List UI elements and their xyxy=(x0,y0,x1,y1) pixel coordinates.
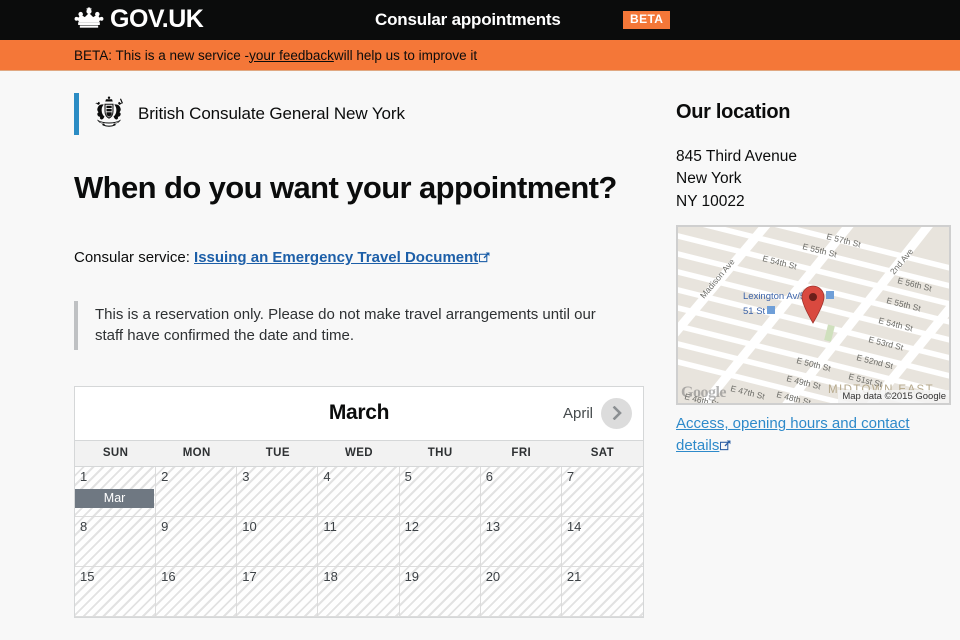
calendar-day-number: 4 xyxy=(323,468,331,484)
external-link-icon xyxy=(479,250,490,267)
svg-text:Lexington Av/5: Lexington Av/5 xyxy=(743,291,805,302)
crown-icon xyxy=(74,7,104,34)
address-line-1: 845 Third Avenue xyxy=(676,148,797,165)
calendar-day-cell[interactable]: 1 Mar xyxy=(75,466,157,517)
calendar-day-number: 21 xyxy=(566,568,582,584)
address-line-3: NY 10022 xyxy=(676,192,745,210)
calendar-day-number: 10 xyxy=(242,518,257,534)
calendar-next-month-label: April xyxy=(562,404,593,422)
calendar-day-cell[interactable]: 13 xyxy=(480,516,562,567)
calendar-day-cell[interactable]: 14 xyxy=(561,516,643,567)
calendar-day-number: 20 xyxy=(485,568,501,584)
consular-service-label: Consular service: xyxy=(74,249,195,267)
calendar-day-number: 15 xyxy=(80,568,95,584)
calendar-day-name: SUN xyxy=(102,446,129,459)
calendar-current-month: March xyxy=(328,401,390,425)
calendar-month-badge: Mar xyxy=(75,488,155,509)
chevron-right-icon xyxy=(601,397,632,429)
calendar-day-cell[interactable]: 5 xyxy=(399,466,481,517)
calendar-grid: 1 Mar 2 3 4 5 6 7 8 9 10 11 12 13 14 15 xyxy=(75,466,643,617)
calendar-day-name: WED xyxy=(344,446,373,459)
calendar-day-number: 3 xyxy=(242,468,250,484)
calendar-day-cell[interactable]: 10 xyxy=(237,516,319,567)
sidebar: Our location 845 Third Avenue New York N… xyxy=(664,71,954,618)
calendar-day-number: 5 xyxy=(404,468,412,484)
phase-banner-prefix: BETA: This is a new service - xyxy=(74,47,250,63)
calendar-day-number: 1 xyxy=(80,468,88,484)
page-title: When do you want your appointment? xyxy=(74,170,617,205)
organisation-banner: British Consulate General New York xyxy=(74,93,664,135)
beta-badge: BETA xyxy=(623,10,671,30)
consular-service-link-text: Issuing an Emergency Travel Document xyxy=(194,249,479,267)
calendar-day-cell[interactable]: 3 xyxy=(237,466,319,517)
phase-banner: BETA: This is a new service - your feedb… xyxy=(0,40,960,71)
calendar-day-cell[interactable]: 16 xyxy=(156,566,238,617)
calendar-day-name: MON xyxy=(182,446,211,459)
calendar-day-cell[interactable]: 18 xyxy=(318,566,400,617)
calendar-day-cell[interactable]: 20 xyxy=(480,566,562,617)
calendar-day-number: 12 xyxy=(404,518,420,534)
main-column: British Consulate General New York When … xyxy=(74,71,664,618)
content-columns: British Consulate General New York When … xyxy=(74,71,960,618)
govuk-logo-text: GOV.UK xyxy=(110,5,204,33)
calendar-day-number: 2 xyxy=(161,468,169,484)
calendar-day-cell[interactable]: 2 xyxy=(156,466,238,517)
calendar-day-cell[interactable]: 4 xyxy=(318,466,400,517)
calendar-day-names: SUN MON TUE WED THU FRI SAT xyxy=(75,440,643,467)
calendar-day-cell[interactable]: 7 xyxy=(561,466,643,517)
global-header: GOV.UK Consular appointments BETA xyxy=(0,0,960,40)
svg-text:51 St: 51 St xyxy=(743,306,766,317)
google-watermark: Google xyxy=(681,384,727,402)
service-name: Consular appointments xyxy=(375,10,561,29)
calendar-day-number: 7 xyxy=(566,468,575,484)
calendar-day-cell[interactable]: 21 xyxy=(561,566,643,617)
calendar-day-cell[interactable]: 12 xyxy=(399,516,481,567)
calendar-day-name: SAT xyxy=(590,446,615,459)
calendar-day-number: 6 xyxy=(485,468,493,484)
appointment-calendar: March April SUN MON TUE WED xyxy=(74,385,644,618)
page-body: British Consulate General New York When … xyxy=(0,71,960,618)
calendar-day-number: 14 xyxy=(566,518,582,534)
address-block: 845 Third Avenue New York NY 10022 xyxy=(676,146,954,213)
reservation-notice: This is a reservation only. Please do no… xyxy=(74,301,604,350)
svg-text:E 46th St: E 46th St xyxy=(684,392,721,404)
calendar-day-name: FRI xyxy=(511,446,532,459)
consular-service-link[interactable]: Issuing an Emergency Travel Document xyxy=(194,249,490,266)
calendar-day-cell[interactable]: 15 xyxy=(75,566,157,617)
calendar-day-number: 11 xyxy=(323,518,337,534)
calendar-day-number: 16 xyxy=(161,568,176,584)
feedback-link[interactable]: your feedback xyxy=(249,47,334,63)
royal-coat-of-arms-icon xyxy=(91,95,127,134)
calendar-day-cell[interactable]: 8 xyxy=(75,516,157,567)
calendar-header: March April xyxy=(75,386,643,441)
calendar-day-cell[interactable]: 6 xyxy=(480,466,562,517)
calendar-day-number: 18 xyxy=(323,568,338,584)
calendar-day-number: 17 xyxy=(242,568,257,584)
calendar-day-number: 13 xyxy=(485,518,501,534)
access-details-link[interactable]: Access, opening hours and contact detail… xyxy=(676,413,951,458)
consular-service-line: Consular service: Issuing an Emergency T… xyxy=(74,249,664,267)
external-link-icon xyxy=(720,436,731,458)
calendar-next-month-button[interactable]: April xyxy=(562,397,632,429)
calendar-day-cell[interactable]: 17 xyxy=(237,566,319,617)
calendar-day-cell[interactable]: 11 xyxy=(318,516,400,567)
phase-banner-suffix: will help us to improve it xyxy=(333,47,478,63)
map-attribution: Map data ©2015 Google xyxy=(838,390,949,404)
access-details-link-text: Access, opening hours and contact detail… xyxy=(676,415,910,455)
calendar-day-number: 8 xyxy=(80,518,88,534)
location-map[interactable]: Madison Ave 2nd Ave E 54th St E 55th St … xyxy=(676,225,951,406)
calendar-day-number: 19 xyxy=(404,568,420,584)
calendar-day-number: 9 xyxy=(161,518,169,534)
address-line-2: New York xyxy=(676,170,742,188)
calendar-day-cell[interactable]: 19 xyxy=(399,566,481,617)
calendar-day-name: THU xyxy=(427,446,453,459)
sidebar-title: Our location xyxy=(676,101,791,123)
calendar-day-name: TUE xyxy=(265,446,290,459)
govuk-logo-link[interactable]: GOV.UK xyxy=(74,5,204,34)
calendar-day-cell[interactable]: 9 xyxy=(156,516,238,567)
organisation-name: British Consulate General New York xyxy=(138,104,405,123)
